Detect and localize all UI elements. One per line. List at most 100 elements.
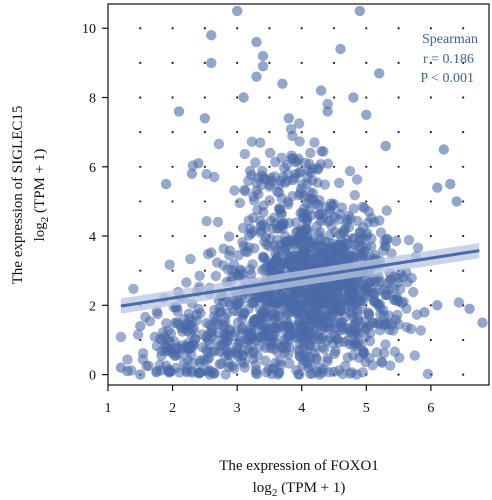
data-point bbox=[316, 293, 327, 304]
data-point bbox=[251, 71, 262, 82]
data-point bbox=[135, 320, 146, 332]
data-point bbox=[432, 182, 443, 193]
grid-dot bbox=[268, 131, 271, 134]
data-point bbox=[322, 106, 333, 117]
data-point bbox=[237, 313, 248, 325]
data-point bbox=[132, 329, 144, 340]
grid-dot bbox=[300, 27, 303, 30]
y-tick-label: 10 bbox=[82, 22, 96, 37]
data-point bbox=[356, 251, 368, 262]
grid-dot bbox=[462, 338, 465, 342]
data-point bbox=[299, 325, 310, 336]
data-point bbox=[320, 201, 332, 213]
data-point bbox=[326, 220, 337, 232]
data-point bbox=[348, 281, 359, 293]
data-point bbox=[346, 325, 357, 336]
grid-dot bbox=[268, 96, 271, 99]
data-point bbox=[376, 357, 388, 368]
data-point bbox=[168, 345, 179, 356]
grid-dot bbox=[397, 131, 400, 134]
data-point bbox=[322, 322, 333, 333]
data-point bbox=[160, 178, 172, 190]
grid-dot bbox=[139, 27, 142, 30]
data-point bbox=[186, 366, 197, 377]
data-point bbox=[403, 234, 415, 246]
grid-dot bbox=[397, 165, 400, 168]
grid-dot bbox=[171, 165, 174, 168]
data-point bbox=[351, 174, 363, 185]
x-tick-label: 1 bbox=[105, 401, 112, 416]
data-point bbox=[316, 240, 328, 252]
data-point bbox=[353, 352, 365, 363]
grid-dot bbox=[365, 96, 368, 99]
grid-dot bbox=[397, 200, 400, 203]
data-point bbox=[164, 367, 175, 378]
data-point bbox=[390, 295, 401, 306]
data-point bbox=[365, 327, 376, 339]
data-point bbox=[374, 68, 385, 79]
data-point bbox=[258, 200, 269, 211]
data-point bbox=[294, 189, 305, 201]
data-point bbox=[453, 297, 465, 308]
grid-dot bbox=[332, 27, 336, 30]
data-point bbox=[224, 299, 236, 311]
data-point bbox=[438, 144, 449, 155]
annotation-method: Spearman bbox=[422, 32, 478, 47]
grid-dot bbox=[171, 234, 174, 238]
data-point bbox=[292, 305, 303, 316]
data-point bbox=[371, 276, 382, 287]
x-tick-label: 2 bbox=[169, 401, 176, 416]
data-point bbox=[275, 220, 287, 231]
data-point bbox=[159, 331, 170, 343]
data-point bbox=[333, 365, 345, 376]
data-point bbox=[265, 172, 276, 184]
data-point bbox=[348, 203, 359, 214]
grid-dot bbox=[429, 165, 432, 168]
data-point bbox=[352, 311, 364, 322]
grid-dot bbox=[397, 373, 400, 376]
data-point bbox=[122, 354, 133, 365]
data-point bbox=[271, 322, 282, 334]
data-point bbox=[279, 162, 290, 174]
y-axis-unit: log2 (TPM + 1) bbox=[32, 149, 51, 242]
data-point bbox=[213, 138, 225, 150]
data-point bbox=[273, 367, 284, 378]
data-point bbox=[330, 323, 341, 334]
data-point bbox=[265, 258, 277, 269]
grid-dot bbox=[268, 165, 271, 168]
data-point bbox=[280, 238, 291, 249]
grid-dot bbox=[365, 200, 368, 203]
data-point bbox=[355, 232, 366, 243]
data-point bbox=[374, 319, 385, 330]
data-point bbox=[202, 248, 214, 260]
grid-dot bbox=[429, 234, 432, 238]
grid-dot bbox=[365, 61, 368, 64]
grid-dot bbox=[332, 61, 336, 64]
data-point bbox=[250, 295, 261, 306]
data-point bbox=[445, 178, 456, 190]
grid-dot bbox=[203, 27, 206, 30]
grid-dot bbox=[300, 131, 303, 134]
data-point bbox=[234, 197, 245, 209]
data-point bbox=[293, 118, 305, 129]
data-point bbox=[299, 213, 310, 224]
data-point bbox=[238, 92, 249, 103]
data-point bbox=[232, 351, 244, 362]
x-axis-unit: log2 (TPM + 1) bbox=[253, 480, 346, 499]
grid-dot bbox=[429, 338, 432, 342]
data-point bbox=[432, 300, 443, 311]
data-point bbox=[477, 317, 488, 328]
data-point bbox=[273, 203, 285, 214]
data-point bbox=[363, 217, 374, 228]
data-point bbox=[329, 348, 340, 359]
data-point bbox=[381, 205, 392, 216]
data-point bbox=[151, 306, 162, 317]
data-point bbox=[264, 266, 276, 278]
data-point bbox=[406, 272, 417, 284]
data-point bbox=[220, 369, 231, 380]
grid-dot bbox=[139, 61, 142, 64]
y-axis-title: The expression of SIGLEC15 bbox=[10, 106, 26, 285]
data-point bbox=[264, 181, 275, 192]
x-axis-ticks: 1 2 3 4 5 6 bbox=[105, 385, 434, 416]
data-point bbox=[227, 271, 238, 283]
